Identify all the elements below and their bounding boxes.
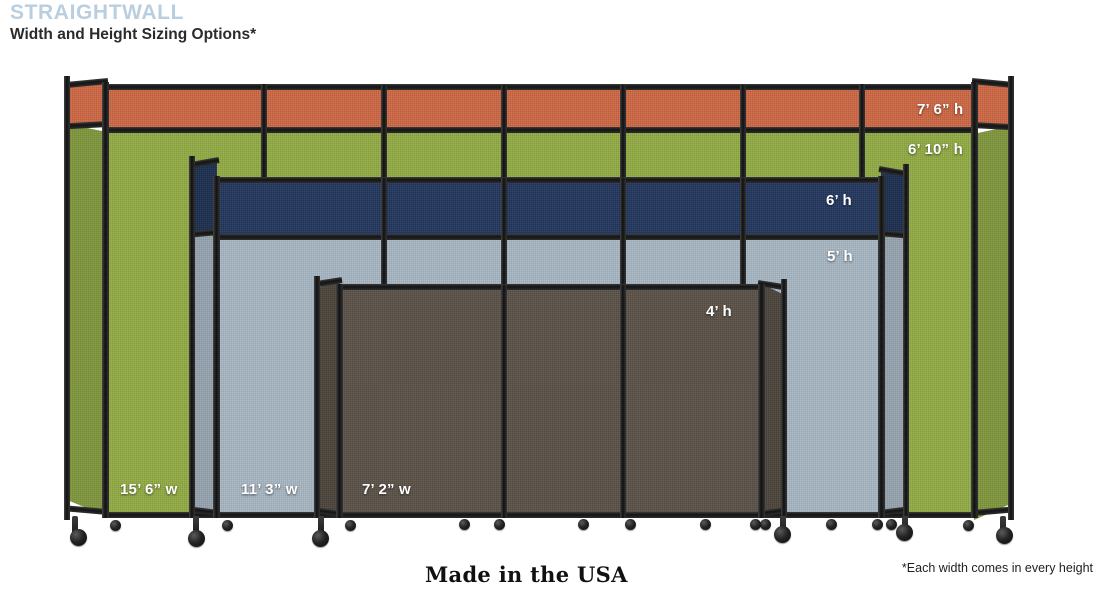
wall3-caster-mid-b xyxy=(494,519,505,530)
wall1-caster-mid-a xyxy=(826,519,837,530)
wall1-top-rail xyxy=(104,84,976,90)
wall3-post-1 xyxy=(336,284,343,518)
wall1-post-0 xyxy=(64,76,70,520)
wall3-caster-mid-a xyxy=(459,519,470,530)
wall3-foot-left xyxy=(318,516,324,540)
wall2-caster-inner-left xyxy=(222,520,233,531)
wall1-post-1 xyxy=(102,82,109,518)
wall3-caster-mid-c xyxy=(578,519,589,530)
wall2-post-1 xyxy=(213,176,220,518)
wall1-post-8 xyxy=(971,82,978,518)
wall1-foot-left xyxy=(72,516,78,540)
wall2-post-7 xyxy=(903,164,909,518)
wall2-left-return-lightblue xyxy=(191,232,217,516)
wall1-caster-inner-right xyxy=(963,520,974,531)
wall2-right-return-navy xyxy=(881,169,907,235)
wall3-post-5 xyxy=(781,279,787,518)
wall3-caster-inner-left xyxy=(345,520,356,531)
width-label-11ft3: 11’ 3” w xyxy=(241,481,298,498)
width-label-7ft2: 7’ 2” w xyxy=(362,481,411,498)
wall2-caster-mid-a xyxy=(700,519,711,530)
wall3-caster-inner-right xyxy=(750,519,761,530)
wall3-caster-mid-d xyxy=(625,519,636,530)
wall3-post-0 xyxy=(314,276,320,518)
wall1-band-orange xyxy=(104,88,976,130)
wall2-left-return-navy xyxy=(191,160,217,234)
page-header: STRAIGHTWALL Width and Height Sizing Opt… xyxy=(10,1,610,45)
wall1-caster-inner-left xyxy=(110,520,121,531)
wall1-caster-right xyxy=(996,527,1013,544)
wall3-caster-left xyxy=(312,530,329,547)
wall2-right-return-lightblue xyxy=(881,233,907,516)
wall1-right-return-orange xyxy=(974,82,1010,128)
wall2-caster-right xyxy=(896,524,913,541)
height-label-6ft10: 6’ 10” h xyxy=(908,141,963,158)
width-label-15ft6: 15’ 6” w xyxy=(120,481,178,498)
wall3-top-rail xyxy=(338,284,762,290)
wall3-post-2 xyxy=(501,285,507,518)
made-in-usa-text: Made in the USA xyxy=(425,562,628,587)
brand-title: STRAIGHTWALL xyxy=(10,1,185,24)
wall2-caster-mid-b xyxy=(760,519,771,530)
wall3-body-brown xyxy=(338,288,762,518)
wall2-post-6 xyxy=(878,176,885,518)
wall3-bottom-rail xyxy=(338,512,762,518)
wall3-post-4 xyxy=(758,284,765,518)
wall2-post-0 xyxy=(189,156,195,518)
wall2-mid-rail xyxy=(215,234,883,240)
height-label-5ft: 5’ h xyxy=(827,248,853,265)
page-subtitle: Width and Height Sizing Options* xyxy=(10,26,257,44)
wall2-top-rail xyxy=(215,177,883,183)
height-label-6ft: 6’ h xyxy=(826,192,852,209)
wall1-post-9 xyxy=(1008,76,1014,520)
height-label-7ft6: 7’ 6” h xyxy=(917,101,964,118)
wall1-left-return-orange xyxy=(68,82,106,126)
wall2-caster-inner-right xyxy=(872,519,883,530)
wall2-foot-left xyxy=(193,516,199,540)
wall1-right-return-green xyxy=(974,126,1010,520)
height-label-4ft: 4’ h xyxy=(706,303,732,320)
wall1-left-return-green xyxy=(68,124,106,516)
wall3-caster-right xyxy=(774,526,791,543)
wall2-band-navy xyxy=(215,181,883,237)
wall3-post-3 xyxy=(620,285,626,518)
wall2-caster-left xyxy=(188,530,205,547)
wall1-caster-mid-b xyxy=(886,519,897,530)
wall1-caster-left xyxy=(70,529,87,546)
footnote-text: *Each width comes in every height xyxy=(901,561,1093,575)
wall1-mid-rail xyxy=(104,127,976,133)
